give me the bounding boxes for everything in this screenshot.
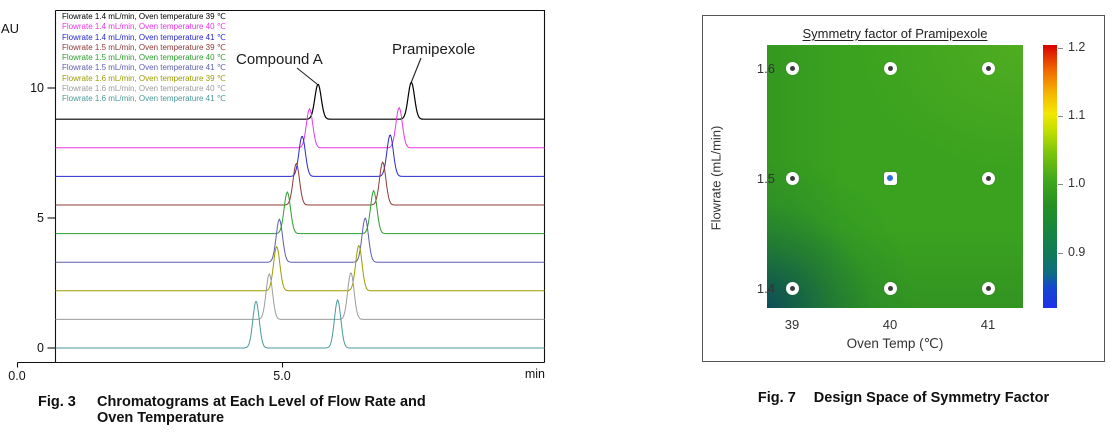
chromatogram-trace-9 bbox=[55, 298, 545, 349]
legend-entry: Flowrate 1.4 mL/min, Oven temperature 41… bbox=[62, 32, 226, 42]
heatmap-title: Symmetry factor of Pramipexole bbox=[802, 26, 988, 41]
heatmap-x-axis-label: Oven Temp (℃) bbox=[846, 336, 944, 351]
design-point-marker bbox=[981, 61, 995, 75]
design-point-marker bbox=[883, 61, 897, 75]
compound-a-annotation: Compound A bbox=[236, 51, 323, 68]
design-point-dot bbox=[789, 285, 795, 291]
plot-frame bbox=[54, 9, 546, 363]
design-point-marker bbox=[981, 281, 995, 295]
chromatogram-trace-3 bbox=[55, 134, 545, 177]
heatmap-y-tick-1.6: 1.6 bbox=[756, 61, 775, 76]
legend-entry: Flowrate 1.4 mL/min, Oven temperature 39… bbox=[62, 12, 226, 21]
heatmap-y-tick-1.4: 1.4 bbox=[756, 281, 775, 296]
design-point-dot bbox=[887, 285, 893, 291]
legend-entry: Flowrate 1.5 mL/min, Oven temperature 41… bbox=[62, 63, 226, 73]
design-point-marker bbox=[883, 281, 897, 295]
design-point-dot bbox=[985, 65, 991, 71]
chromatogram-legend: Flowrate 1.4 mL/min, Oven temperature 39… bbox=[62, 12, 226, 105]
figure-3-caption-line2: Oven Temperature bbox=[97, 410, 225, 426]
legend-entry: Flowrate 1.5 mL/min, Oven temperature 40… bbox=[62, 53, 226, 63]
colorbar-tick-label: 1.0 bbox=[1068, 176, 1086, 191]
chromatogram-trace-7 bbox=[55, 244, 545, 292]
chromatogram-trace-5 bbox=[55, 189, 545, 235]
y-axis-unit-label: AU bbox=[1, 21, 20, 36]
figure-7-border bbox=[702, 15, 1105, 362]
legend-entry: Flowrate 1.6 mL/min, Oven temperature 41… bbox=[62, 94, 226, 104]
design-point-marker bbox=[785, 171, 799, 185]
x-tick-label-5: 5.0 bbox=[273, 369, 291, 383]
colorbar bbox=[1043, 45, 1057, 308]
chromatogram-trace-8 bbox=[55, 272, 545, 320]
heatmap-y-tick-1.5: 1.5 bbox=[756, 171, 775, 186]
design-point-dot bbox=[985, 285, 991, 291]
heatmap-y-axis-label: Flowrate (mL/min) bbox=[708, 125, 724, 231]
design-point-dot bbox=[887, 65, 893, 71]
design-point-dot bbox=[789, 175, 795, 181]
legend-entry: Flowrate 1.6 mL/min, Oven temperature 39… bbox=[62, 73, 226, 83]
compound-a-leader-line bbox=[296, 67, 318, 85]
y-tick-label-0: 0 bbox=[37, 341, 44, 355]
chromatogram-plot bbox=[16, 9, 546, 368]
colorbar-tick-label: 1.2 bbox=[1068, 40, 1086, 54]
colorbar-tick bbox=[1058, 184, 1063, 186]
colorbar-tick-label: 0.9 bbox=[1068, 244, 1086, 259]
pramipexole-leader-line bbox=[410, 57, 422, 84]
figure-3-caption: Chromatograms at Each Level of Flow Rate… bbox=[97, 394, 426, 426]
heatmap-x-tick-40: 40 bbox=[882, 317, 898, 332]
figure-7-caption: Fig. 7 Design Space of Symmetry Factor bbox=[702, 390, 1105, 406]
x-tick-label-0: 0.0 bbox=[8, 369, 26, 383]
figure-3-caption-line1: Chromatograms at Each Level of Flow Rate… bbox=[97, 394, 426, 410]
colorbar-tick bbox=[1058, 252, 1063, 254]
design-point-center-marker bbox=[883, 171, 897, 185]
center-point-dot bbox=[887, 175, 893, 181]
colorbar-tick-label: 1.1 bbox=[1068, 108, 1086, 123]
figure-3-caption-tag: Fig. 3 bbox=[38, 394, 76, 410]
y-tick-label-10: 10 bbox=[30, 81, 44, 95]
y-tick-label-5: 5 bbox=[37, 211, 44, 225]
design-point-dot bbox=[985, 175, 991, 181]
legend-entry: Flowrate 1.4 mL/min, Oven temperature 40… bbox=[62, 22, 226, 32]
heatmap-x-tick-39: 39 bbox=[784, 317, 800, 332]
figure-7-caption-tag: Fig. 7 bbox=[757, 390, 796, 406]
design-point-dot bbox=[789, 65, 795, 71]
colorbar-tick bbox=[1058, 116, 1063, 118]
heatmap-x-tick-41: 41 bbox=[980, 317, 996, 332]
legend-entry: Flowrate 1.6 mL/min, Oven temperature 40… bbox=[62, 84, 226, 94]
design-point-marker bbox=[981, 171, 995, 185]
x-axis-unit-label: min bbox=[524, 367, 545, 381]
chromatogram-trace-4 bbox=[55, 161, 545, 206]
chromatogram-trace-1 bbox=[55, 81, 545, 120]
chromatogram-trace-6 bbox=[55, 217, 545, 263]
design-point-marker bbox=[785, 61, 799, 75]
legend-entry: Flowrate 1.5 mL/min, Oven temperature 39… bbox=[62, 42, 226, 52]
design-point-marker bbox=[785, 281, 799, 295]
colorbar-tick bbox=[1058, 48, 1063, 49]
figure-3-chromatogram: Flowrate 1.4 mL/min, Oven temperature 39… bbox=[1, 9, 546, 426]
pramipexole-annotation: Pramipexole bbox=[392, 41, 476, 58]
figure-7-caption-text: Design Space of Symmetry Factor bbox=[813, 390, 1050, 406]
